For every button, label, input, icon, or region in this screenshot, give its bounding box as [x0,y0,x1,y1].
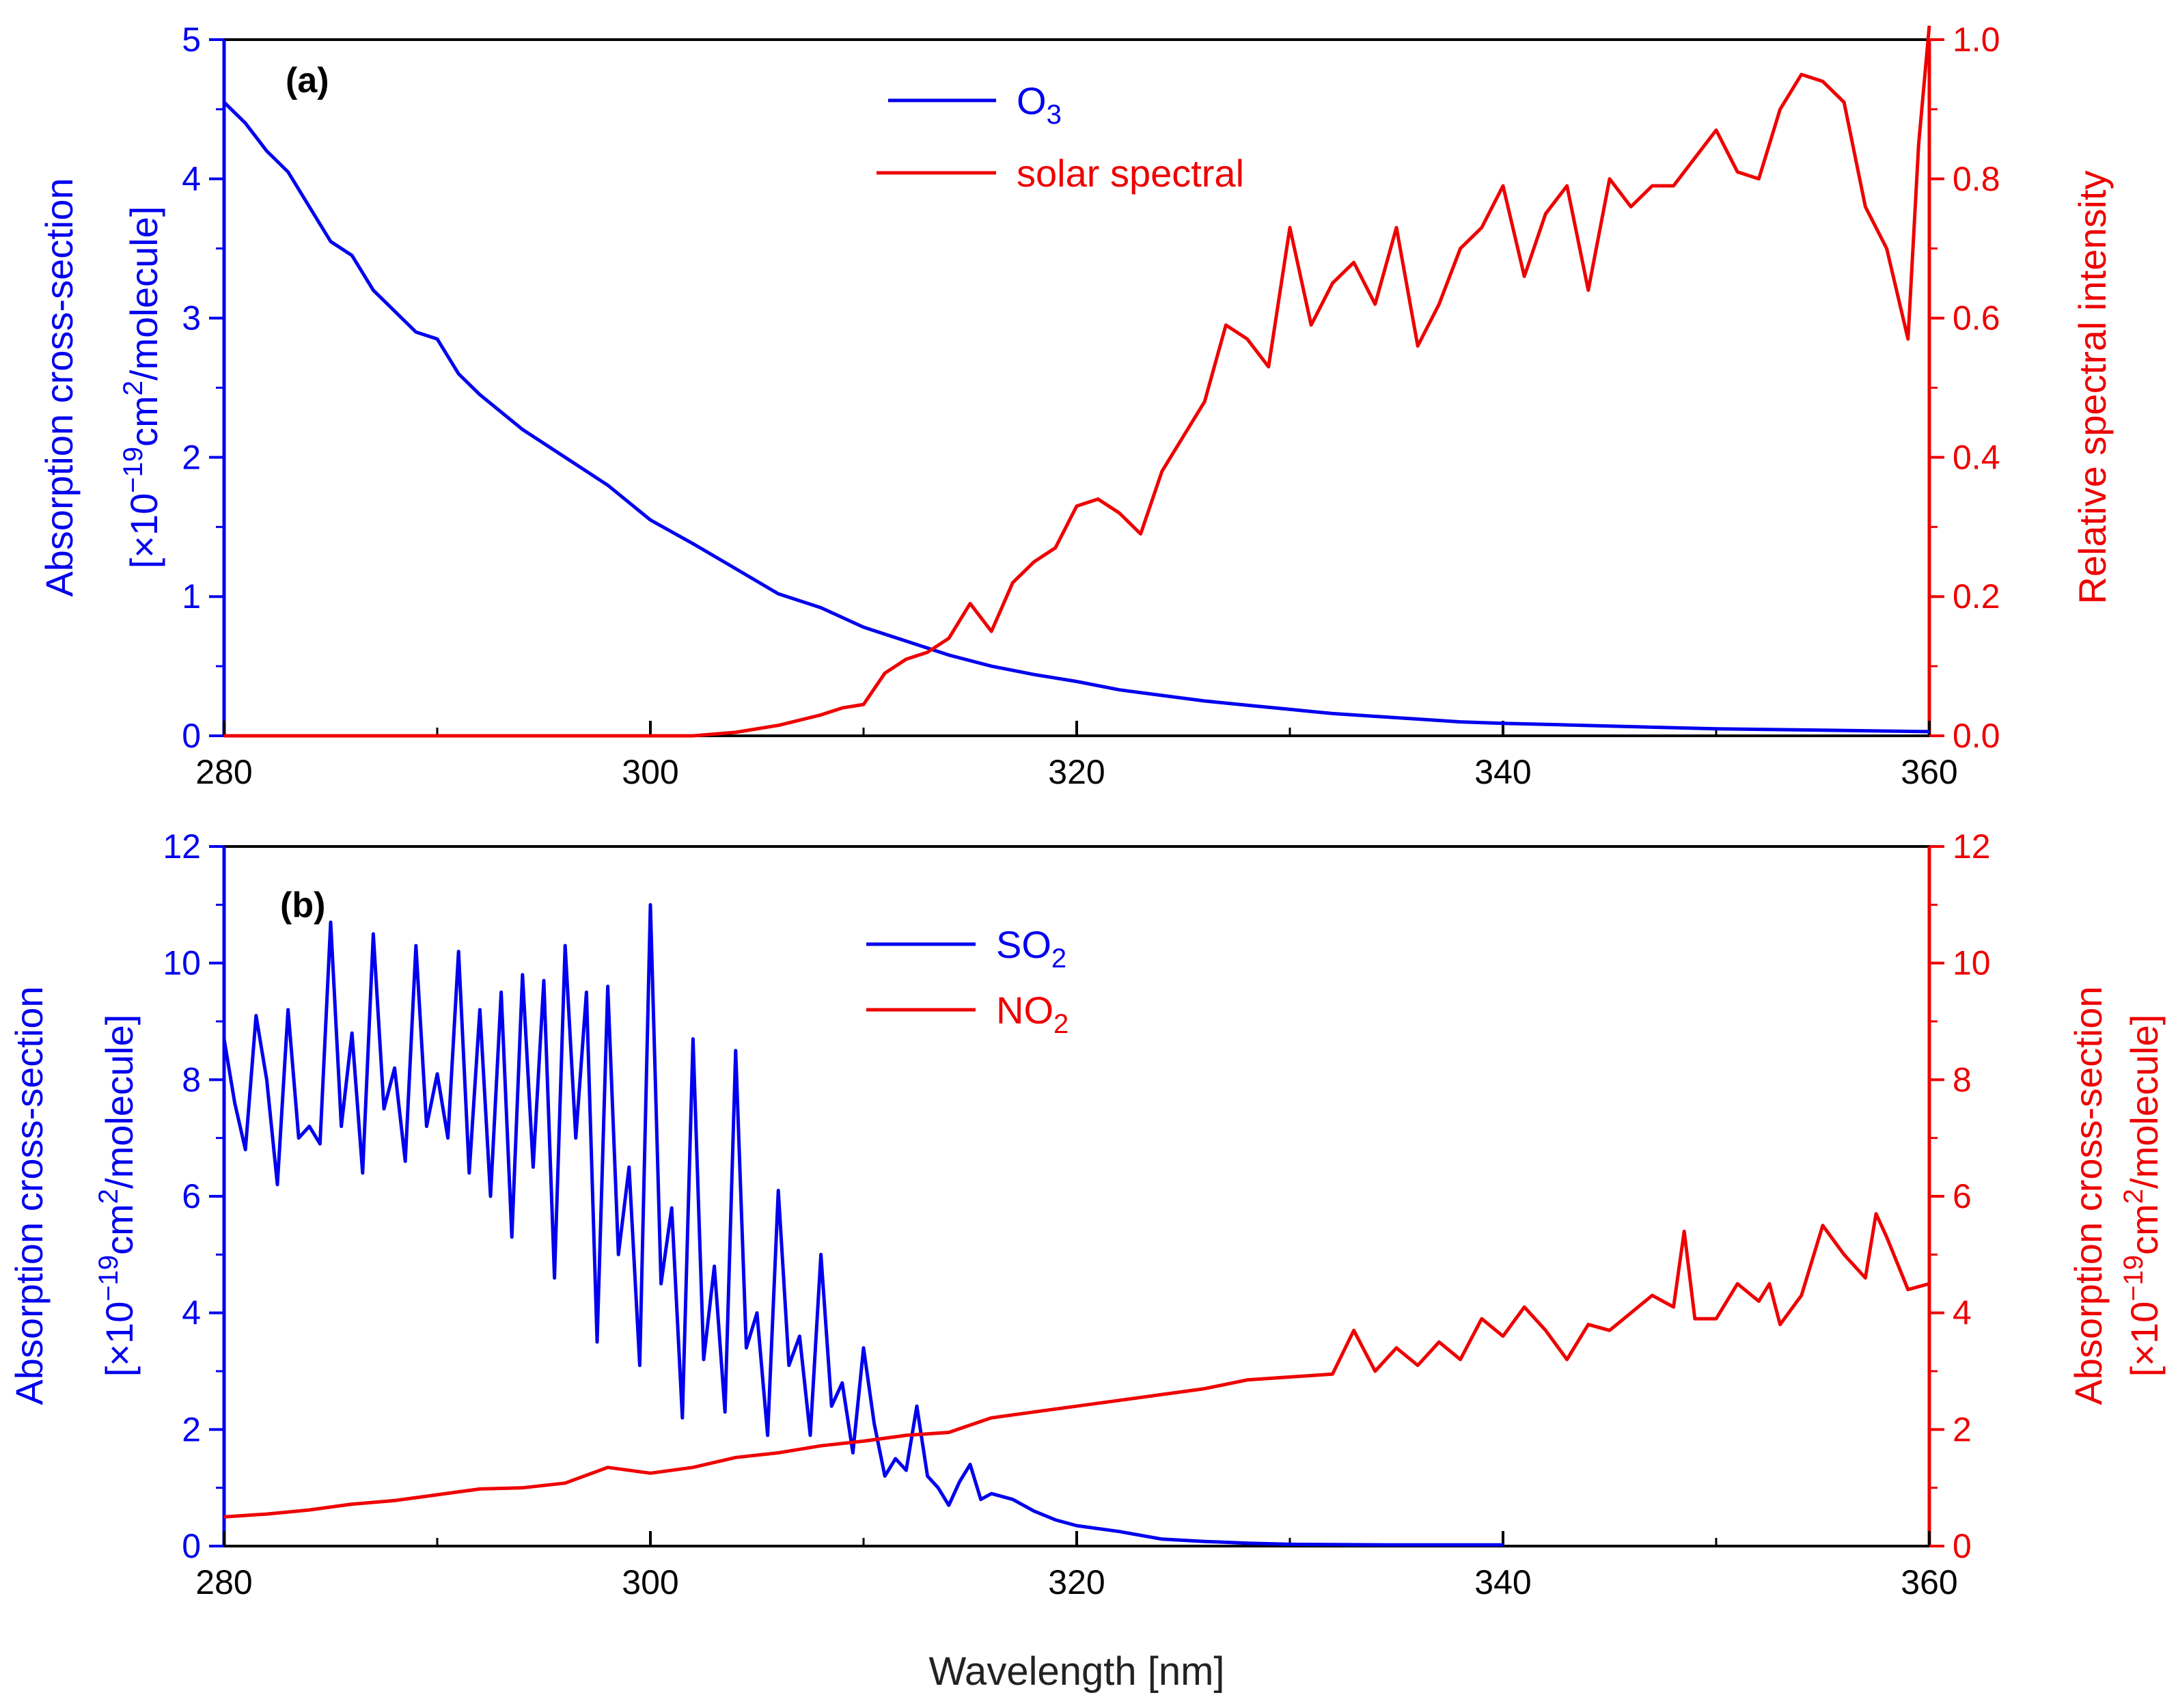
y-left-tick-label-b-1: 2 [182,1410,201,1448]
series-line-b-so2 [222,903,1503,1547]
y-right-title-b-line2: [×10−19cm2/molecule] [2119,1015,2166,1377]
panel-a: 280 300 320 340 360 0 1 2 3 4 5 0.0 0.2 0.4 0.6 0.8 1.… [38,20,2114,791]
y-right-tick-label-a-4: 0.8 [1953,160,2000,198]
y-left-tick-label-a-2: 2 [182,438,201,476]
y-right-title-b-line1: Absorption cross-section [2067,986,2110,1405]
y-left-tick-label-a-1: 1 [182,577,201,616]
y-left-tick-label-b-3: 6 [182,1177,201,1215]
y-right-tick-label-a-2: 0.4 [1953,438,2000,476]
y-left-title-a-line2: [×10−19cm2/molecule] [118,206,165,569]
legend-a: O3 solar spectral [877,79,1244,195]
x-tick-label-a-4: 360 [1901,753,1957,791]
y-right-tick-label-a-1: 0.2 [1953,577,2000,616]
plot-frame-b [223,845,1931,1547]
x-axis-title: Wavelength [nm] [928,1649,1224,1694]
y-left-tick-label-a-4: 4 [182,160,201,198]
series-line-a-solar-spectral [224,25,1931,738]
y-left-tick-label-a-3: 3 [182,299,201,338]
x-tick-label-b-2: 320 [1048,1563,1105,1601]
y-left-tick-label-b-4: 8 [182,1060,201,1099]
legend-label-o3: O3 [1017,79,1062,130]
x-tick-label-b-4: 360 [1901,1563,1957,1601]
panel-label-a: (a) [286,61,329,100]
series-line-a-o3 [223,100,1930,734]
y-right-title-a: Relative spectral intensity [2071,171,2114,605]
y-left-tick-label-b-6: 12 [163,827,201,866]
x-tick-label-b-3: 340 [1474,1563,1531,1601]
y-left-title-a-line1: Absorption cross-section [38,178,81,596]
legend-label-solar: solar spectral [1017,152,1244,195]
y-left-title-b-line2: [×10−19cm2/molecule] [94,1015,141,1377]
panel-label-b: (b) [280,885,325,925]
x-ticks-a: 280 300 320 340 360 [195,721,1958,791]
right-ticks-a: 0.0 0.2 0.4 0.6 0.8 1.0 [1929,20,2000,755]
y-left-tick-label-b-0: 0 [182,1527,201,1565]
y-right-tick-label-b-4: 8 [1953,1060,1972,1099]
left-ticks-b: 0 2 4 6 8 10 12 [163,827,224,1565]
legend-label-no2: NO2 [996,989,1069,1039]
y-right-tick-label-b-3: 6 [1953,1177,1972,1215]
x-tick-label-b-1: 300 [622,1563,678,1601]
x-tick-label-a-2: 320 [1048,753,1105,791]
series-line-b-no2 [223,1212,1930,1519]
x-ticks-b: 280 300 320 340 360 [195,1531,1958,1601]
y-left-tick-label-a-0: 0 [182,717,201,755]
right-ticks-b: 0 2 4 6 8 10 12 [1929,827,1991,1565]
y-right-tick-label-b-6: 12 [1953,827,1991,866]
y-left-tick-label-a-5: 5 [182,20,201,59]
y-right-tick-label-a-0: 0.0 [1953,717,2000,755]
x-tick-label-a-0: 280 [195,753,252,791]
legend-b: SO2 NO2 [866,923,1069,1039]
plot-frame-a [223,38,1931,737]
y-right-tick-label-b-1: 2 [1953,1410,1972,1448]
series-b [222,903,1930,1547]
y-right-tick-label-b-0: 0 [1953,1527,1972,1565]
y-right-tick-label-a-5: 1.0 [1953,20,2000,59]
series-a [223,25,1931,738]
y-right-tick-label-b-5: 10 [1953,944,1991,982]
y-right-tick-label-b-2: 4 [1953,1294,1972,1332]
left-ticks-a: 0 1 2 3 4 5 [182,20,224,755]
y-left-title-b-line1: Absorption cross-section [8,986,51,1405]
y-right-tick-label-a-3: 0.6 [1953,299,2000,338]
legend-label-so2: SO2 [996,923,1066,974]
x-tick-label-b-0: 280 [195,1563,252,1601]
y-left-tick-label-b-5: 10 [163,944,201,982]
x-tick-label-a-3: 340 [1474,753,1531,791]
y-left-tick-label-b-2: 4 [182,1294,201,1332]
x-tick-label-a-1: 300 [622,753,678,791]
